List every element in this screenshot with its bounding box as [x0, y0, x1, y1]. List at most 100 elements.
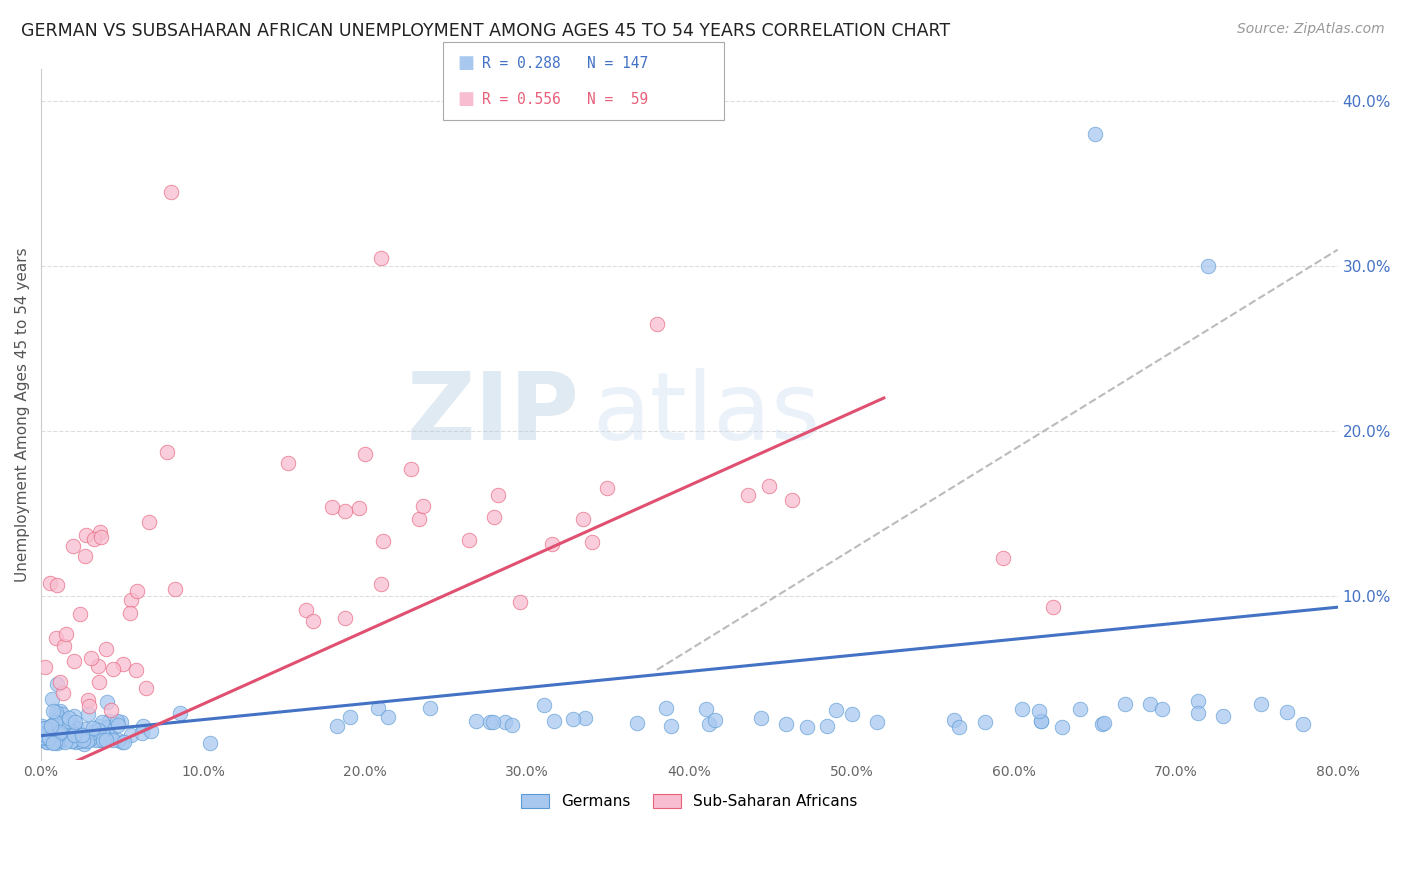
Germans — [31, 730, 53, 744]
Germans — [1187, 694, 1209, 708]
Germans — [478, 715, 501, 730]
Sub-Saharan Africans — [645, 317, 668, 331]
Germans — [84, 733, 107, 747]
Germans — [31, 727, 53, 741]
Germans — [32, 726, 55, 740]
Germans — [65, 720, 87, 734]
Germans — [749, 711, 772, 725]
Germans — [481, 714, 503, 729]
Sub-Saharan Africans — [509, 595, 531, 609]
Sub-Saharan Africans — [87, 674, 110, 689]
Sub-Saharan Africans — [301, 614, 323, 628]
Germans — [42, 725, 65, 739]
Germans — [1114, 697, 1136, 711]
Sub-Saharan Africans — [45, 632, 67, 646]
Germans — [1050, 720, 1073, 734]
Germans — [87, 719, 110, 733]
Germans — [120, 728, 142, 742]
Sub-Saharan Africans — [780, 493, 803, 508]
Germans — [93, 733, 115, 747]
Germans — [97, 720, 120, 734]
Germans — [1083, 128, 1105, 142]
Germans — [55, 731, 77, 745]
Legend: Germans, Sub-Saharan Africans: Germans, Sub-Saharan Africans — [515, 788, 863, 815]
Germans — [824, 703, 846, 717]
Text: Source: ZipAtlas.com: Source: ZipAtlas.com — [1237, 22, 1385, 37]
Germans — [703, 713, 725, 727]
Sub-Saharan Africans — [101, 662, 124, 676]
Sub-Saharan Africans — [77, 692, 100, 706]
Germans — [367, 701, 389, 715]
Sub-Saharan Africans — [572, 511, 595, 525]
Sub-Saharan Africans — [34, 659, 56, 673]
Sub-Saharan Africans — [758, 479, 780, 493]
Sub-Saharan Africans — [80, 651, 103, 665]
Sub-Saharan Africans — [100, 703, 122, 717]
Sub-Saharan Africans — [138, 515, 160, 529]
Germans — [46, 736, 69, 750]
Germans — [52, 731, 75, 746]
Germans — [60, 734, 83, 748]
Germans — [48, 727, 70, 741]
Germans — [1031, 714, 1053, 729]
Germans — [132, 719, 155, 733]
Sub-Saharan Africans — [112, 657, 135, 671]
Sub-Saharan Africans — [412, 499, 434, 513]
Germans — [49, 725, 72, 739]
Germans — [63, 715, 86, 730]
Sub-Saharan Africans — [333, 504, 356, 518]
Germans — [60, 726, 83, 740]
Germans — [465, 714, 488, 728]
Sub-Saharan Africans — [89, 524, 111, 539]
Germans — [1011, 702, 1033, 716]
Germans — [107, 718, 129, 732]
Germans — [73, 737, 96, 751]
Germans — [1275, 705, 1298, 719]
Germans — [77, 706, 100, 721]
Sub-Saharan Africans — [120, 593, 142, 607]
Germans — [72, 728, 94, 742]
Text: ■: ■ — [457, 54, 474, 72]
Sub-Saharan Africans — [90, 530, 112, 544]
Sub-Saharan Africans — [347, 501, 370, 516]
Germans — [325, 719, 347, 733]
Text: R = 0.288   N = 147: R = 0.288 N = 147 — [482, 55, 648, 70]
Germans — [841, 706, 863, 721]
Sub-Saharan Africans — [165, 582, 187, 596]
Sub-Saharan Africans — [159, 185, 181, 199]
Germans — [60, 734, 83, 748]
Sub-Saharan Africans — [321, 500, 343, 514]
Germans — [339, 710, 361, 724]
Sub-Saharan Africans — [991, 550, 1014, 565]
Germans — [695, 702, 717, 716]
Germans — [419, 700, 441, 714]
Germans — [53, 732, 76, 747]
Germans — [815, 719, 838, 733]
Germans — [91, 715, 114, 730]
Germans — [69, 734, 91, 748]
Sub-Saharan Africans — [77, 698, 100, 713]
Sub-Saharan Africans — [399, 462, 422, 476]
Germans — [49, 732, 72, 747]
Germans — [34, 721, 56, 735]
Sub-Saharan Africans — [63, 654, 86, 668]
Sub-Saharan Africans — [156, 445, 179, 459]
Germans — [501, 718, 523, 732]
Germans — [377, 710, 399, 724]
Germans — [1152, 702, 1174, 716]
Sub-Saharan Africans — [581, 535, 603, 549]
Germans — [1091, 717, 1114, 731]
Germans — [103, 733, 125, 747]
Germans — [94, 733, 117, 747]
Germans — [1092, 716, 1115, 731]
Germans — [34, 728, 56, 742]
Sub-Saharan Africans — [333, 610, 356, 624]
Germans — [533, 698, 555, 713]
Germans — [31, 731, 53, 746]
Germans — [626, 715, 648, 730]
Germans — [48, 711, 70, 725]
Germans — [112, 735, 135, 749]
Germans — [76, 734, 98, 748]
Sub-Saharan Africans — [94, 642, 117, 657]
Germans — [561, 713, 583, 727]
